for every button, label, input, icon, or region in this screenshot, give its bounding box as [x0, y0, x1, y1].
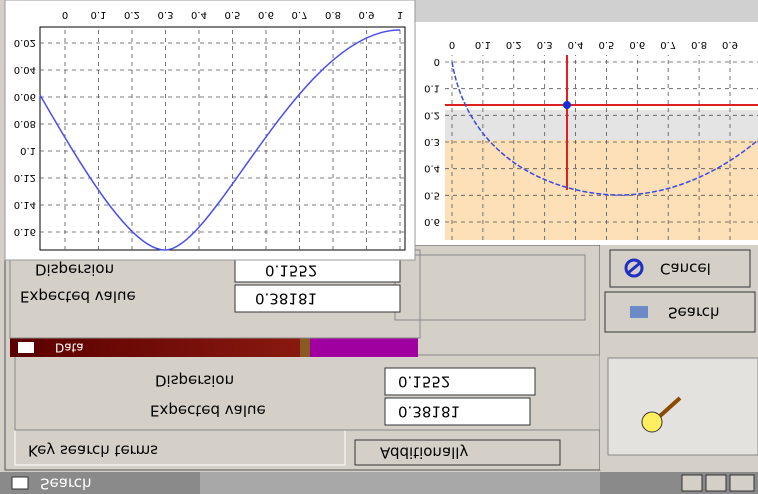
x-tick-label: 0.6	[629, 39, 645, 50]
y-tick-label: 0.5	[424, 189, 440, 200]
x-tick-label: 0.5	[225, 9, 241, 20]
x-tick-label: 0.1	[91, 9, 107, 20]
search-icon	[630, 306, 648, 318]
field-label: Expected value	[150, 402, 266, 420]
right-plot: 0 0.1 0.2 0.3 0.4 0.5 0.6 0.7 0.8 0.9 0 0.1 0.2 0.3 0.…	[415, 0, 758, 245]
x-tick-label: 0.6	[258, 9, 274, 20]
window-title: Search	[40, 475, 92, 493]
input-field[interactable]	[235, 258, 400, 282]
x-tick-label: 0.9	[722, 39, 738, 50]
flipped-view: Search Key search terms Additionally Exp…	[0, 0, 758, 494]
x-tick-label: 1	[397, 9, 403, 20]
data-bar-end	[310, 338, 418, 357]
data-label: Data	[55, 341, 84, 355]
x-tick-label: 0.9	[359, 9, 375, 20]
field-value: 0.1552	[398, 373, 451, 391]
left-plot: 0 0.1 0.2 0.3 0.4 0.5 0.6 0.7 0.8 0.9 1 0.02 0.04 0.0…	[5, 0, 415, 260]
field-value: 0.1552	[265, 262, 318, 280]
band-orange	[445, 140, 758, 240]
x-tick-label: 0.8	[691, 39, 707, 50]
x-tick-label: 0.3	[158, 9, 174, 20]
data-bar-progress	[300, 338, 310, 357]
y-tick-label: 0.02	[14, 37, 36, 48]
y-tick-label: 0.1	[424, 83, 440, 94]
plot-window	[5, 0, 415, 260]
x-tick-label: 0.2	[124, 9, 140, 20]
y-tick-label: 0.08	[14, 118, 36, 129]
y-tick-label: 0.3	[424, 136, 440, 147]
x-tick-label: 0.5	[598, 39, 614, 50]
button-label: Cancel	[660, 260, 711, 278]
band-gray	[445, 110, 758, 140]
field-value: 0.38181	[398, 403, 460, 421]
maximize-button[interactable]	[706, 475, 726, 491]
y-tick-label: 0.14	[14, 199, 36, 210]
x-tick-label: 0.4	[568, 39, 584, 50]
plot-header	[415, 0, 758, 22]
data-icon	[18, 342, 34, 353]
y-tick-label: 0.12	[14, 172, 36, 183]
y-tick-label: 0.16	[14, 226, 36, 237]
y-tick-label: 0.6	[424, 216, 440, 227]
button-label: Search	[668, 304, 720, 322]
y-tick-label: 0.06	[14, 91, 36, 102]
tab-label: Key search terms	[28, 442, 158, 460]
x-tick-label: 0	[62, 9, 68, 20]
page: {"window_title": "Search", "tabs": ["Key…	[0, 0, 758, 494]
y-tick-label: 0.04	[14, 64, 36, 75]
y-tick-label: 0.4	[424, 163, 440, 174]
y-tick-label: 0.1	[20, 145, 36, 156]
minimize-button[interactable]	[682, 475, 702, 491]
key-icon	[642, 412, 662, 432]
x-tick-label: 0.1	[475, 39, 491, 50]
title-icon	[12, 477, 28, 489]
x-tick-label: 0.2	[506, 39, 522, 50]
x-tick-label: 0.7	[660, 39, 676, 50]
y-tick-label: 0	[434, 56, 440, 67]
x-tick-label: 0.8	[325, 9, 341, 20]
x-tick-label: 0.4	[191, 9, 207, 20]
field-label: Expected value	[20, 288, 136, 306]
y-tick-label: 0.2	[424, 109, 440, 120]
screen: Search Key search terms Additionally Exp…	[0, 0, 758, 494]
marker	[563, 101, 571, 109]
x-tick-label: 0.3	[537, 39, 553, 50]
field-label: Dispersion	[155, 372, 234, 390]
x-tick-label: 0.7	[292, 9, 308, 20]
field-label: Dispersion	[35, 261, 114, 279]
title-bar-shade	[200, 472, 600, 494]
x-tick-label: 0	[449, 39, 455, 50]
field-value: 0.38181	[255, 290, 317, 308]
side-panel	[608, 358, 758, 455]
close-button[interactable]	[730, 475, 754, 491]
tab-label: Additionally	[380, 444, 468, 462]
